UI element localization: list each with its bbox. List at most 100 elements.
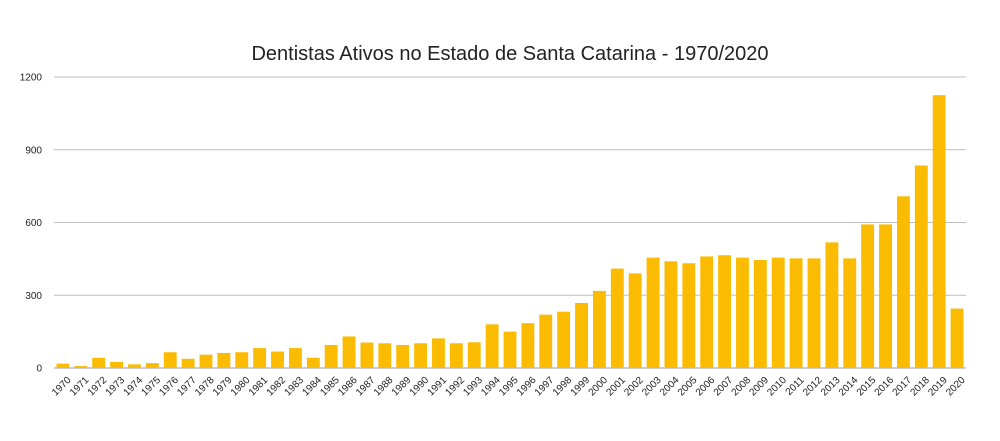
x-tick-label: 1997: [533, 375, 557, 399]
x-tick-label: 2018: [908, 375, 932, 399]
bar-1973: [110, 361, 124, 368]
y-axis-ticks: 0 300 600 900 1200: [20, 73, 43, 375]
x-tick-label: 2004: [658, 375, 682, 399]
bar-1997: [539, 314, 553, 368]
x-tick-label: 1985: [318, 375, 342, 399]
bar-1993: [467, 342, 481, 368]
bar-1975: [145, 363, 159, 368]
x-tick-label: 1990: [408, 375, 432, 399]
bar-1970: [56, 363, 70, 368]
bar-2006: [700, 256, 714, 368]
bar-2009: [753, 260, 767, 368]
bar-1986: [342, 336, 356, 368]
x-tick-label: 1980: [229, 375, 253, 399]
bar-1994: [485, 324, 499, 368]
bar-1989: [396, 344, 410, 368]
bar-1978: [199, 354, 213, 368]
x-tick-label: 2005: [676, 375, 700, 399]
x-tick-label: 1996: [515, 375, 539, 399]
bar-1980: [235, 352, 249, 368]
x-tick-label: 2014: [837, 375, 861, 399]
bar-2013: [825, 242, 839, 368]
x-tick-label: 1991: [426, 375, 450, 399]
bars: [56, 95, 964, 368]
bar-2014: [843, 258, 857, 368]
x-tick-label: 1994: [479, 375, 503, 399]
x-tick-label: 2020: [944, 375, 968, 399]
x-tick-label: 1979: [211, 375, 235, 399]
x-tick-label: 1989: [390, 375, 414, 399]
bar-2016: [879, 224, 892, 368]
bar-2020: [950, 308, 964, 368]
bar-2005: [682, 263, 696, 368]
x-tick-label: 2019: [926, 375, 950, 399]
x-tick-label: 2010: [765, 375, 789, 399]
y-tick-label: 1200: [20, 73, 43, 84]
x-tick-label: 2008: [730, 375, 754, 399]
x-tick-label: 1976: [157, 375, 181, 399]
x-tick-label: 1987: [354, 375, 378, 399]
x-tick-label: 1978: [193, 375, 217, 399]
x-tick-label: 1981: [247, 375, 271, 399]
x-tick-label: 2002: [622, 375, 646, 399]
x-tick-label: 2006: [694, 375, 718, 399]
bar-2015: [861, 224, 875, 368]
bar-2008: [736, 257, 749, 368]
bar-1971: [74, 366, 88, 368]
y-tick-label: 0: [36, 364, 42, 375]
bar-1992: [449, 343, 463, 368]
bar-1982: [271, 351, 284, 368]
bar-2010: [771, 257, 785, 368]
x-tick-label: 1988: [372, 375, 396, 399]
x-tick-label: 1974: [122, 375, 146, 399]
x-tick-label: 1972: [86, 375, 110, 399]
bar-2011: [789, 258, 803, 368]
x-tick-label: 1983: [283, 375, 307, 399]
bar-1988: [378, 343, 392, 368]
bar-1985: [324, 344, 338, 368]
x-axis-ticks: 1970197119721973197419751976197719781979…: [50, 375, 968, 399]
x-tick-label: 1999: [569, 375, 593, 399]
bar-1984: [306, 357, 320, 368]
x-tick-label: 1998: [551, 375, 575, 399]
bar-1979: [217, 352, 231, 368]
x-tick-label: 1984: [300, 375, 324, 399]
bar-1991: [432, 338, 445, 368]
bar-2003: [646, 257, 660, 368]
x-tick-label: 1986: [336, 375, 360, 399]
bar-2012: [807, 258, 821, 368]
x-tick-label: 1992: [443, 375, 467, 399]
bar-2001: [610, 268, 624, 368]
x-tick-label: 1971: [68, 375, 92, 399]
bar-1976: [163, 352, 177, 368]
x-tick-label: 2013: [819, 375, 843, 399]
bar-1998: [557, 311, 571, 368]
x-tick-label: 2003: [640, 375, 664, 399]
x-tick-label: 2009: [747, 375, 771, 399]
y-tick-label: 900: [25, 145, 42, 156]
bar-1996: [521, 323, 535, 368]
x-tick-label: 2000: [587, 375, 611, 399]
bar-2017: [896, 196, 910, 368]
bar-2019: [932, 95, 946, 368]
bar-2004: [664, 261, 678, 368]
bar-1977: [181, 358, 195, 368]
bar-1999: [575, 303, 588, 368]
bar-1990: [414, 343, 428, 368]
x-tick-label: 1977: [175, 375, 199, 399]
y-tick-label: 600: [25, 218, 42, 229]
bar-1981: [253, 348, 267, 368]
bar-1974: [128, 364, 141, 368]
y-tick-label: 300: [25, 291, 42, 302]
bar-1995: [503, 331, 517, 368]
x-tick-label: 2017: [891, 375, 915, 399]
x-tick-label: 2007: [712, 375, 736, 399]
x-tick-label: 2001: [604, 375, 628, 399]
x-tick-label: 2012: [801, 375, 825, 399]
bar-2018: [914, 165, 928, 368]
x-tick-label: 1975: [139, 375, 163, 399]
chart-title: Dentistas Ativos no Estado de Santa Cata…: [251, 43, 768, 65]
bar-2007: [718, 255, 732, 368]
bar-1987: [360, 342, 374, 368]
